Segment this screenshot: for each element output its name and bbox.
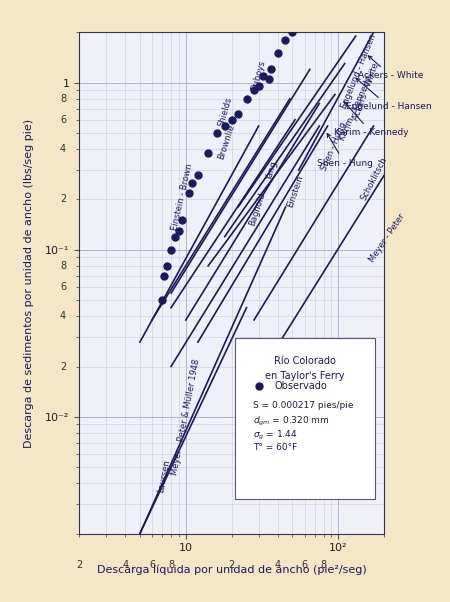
Text: 8: 8 <box>320 559 327 569</box>
Text: Ackers - White: Ackers - White <box>358 56 423 80</box>
Point <box>167 245 175 255</box>
Point <box>194 170 202 180</box>
Text: Bagnold: Bagnold <box>248 191 266 227</box>
Text: 4: 4 <box>122 559 128 569</box>
Text: 4: 4 <box>60 144 66 154</box>
Text: Engelund - Hansen: Engelund - Hansen <box>339 33 378 110</box>
Text: Yang: Yang <box>265 160 279 182</box>
Text: Schoklitsch: Schoklitsch <box>359 155 389 202</box>
Text: 4: 4 <box>60 311 66 321</box>
Point <box>234 109 242 119</box>
Text: Einstein - Brown: Einstein - Brown <box>171 163 195 232</box>
Text: Karim - Kennedy: Karim - Kennedy <box>338 75 374 143</box>
Text: 6: 6 <box>60 282 66 292</box>
Text: Meyer - Peter & Müller 1948: Meyer - Peter & Müller 1948 <box>171 358 202 476</box>
Text: 8: 8 <box>60 261 66 271</box>
Point <box>243 94 250 104</box>
Point <box>289 28 296 37</box>
Point <box>255 81 262 91</box>
Point <box>189 178 196 188</box>
Text: 4: 4 <box>274 559 281 569</box>
Text: 6: 6 <box>60 115 66 125</box>
Point <box>221 121 228 131</box>
Text: 8: 8 <box>60 94 66 104</box>
Point <box>163 261 171 271</box>
Text: Shen - Hung: Shen - Hung <box>320 120 348 172</box>
Point <box>175 226 182 235</box>
Text: S = 0.000217 pies/pie: S = 0.000217 pies/pie <box>253 401 354 410</box>
Text: Karim - Kennedy: Karim - Kennedy <box>334 102 409 137</box>
Point <box>282 35 289 45</box>
Text: Duboys: Duboys <box>250 58 267 92</box>
Text: T° = 60°F: T° = 60°F <box>253 443 297 452</box>
Point <box>265 74 272 84</box>
Text: Einstein: Einstein <box>285 174 305 208</box>
Text: Brownlie: Brownlie <box>217 123 237 160</box>
Text: 6: 6 <box>302 559 308 569</box>
Text: Shen - Hung: Shen - Hung <box>317 134 373 167</box>
Point <box>251 85 258 95</box>
Point <box>213 128 220 138</box>
Text: Engelund - Hansen: Engelund - Hansen <box>346 78 432 111</box>
Point <box>259 71 266 81</box>
Point <box>171 232 179 241</box>
Text: 2: 2 <box>60 194 66 205</box>
Point <box>228 115 235 125</box>
Point <box>179 216 186 225</box>
Text: 8: 8 <box>168 559 174 569</box>
Text: Observado: Observado <box>274 380 327 391</box>
X-axis label: Descarga líquida por unidad de ancho (pie²/seg): Descarga líquida por unidad de ancho (pi… <box>97 565 367 575</box>
Text: 2: 2 <box>229 559 235 569</box>
Point <box>274 48 281 58</box>
Point <box>267 64 274 74</box>
Text: Ackers - White: Ackers - White <box>351 61 381 121</box>
Text: $d_{gm}$ = 0.320 mm: $d_{gm}$ = 0.320 mm <box>253 415 330 428</box>
Text: 6: 6 <box>149 559 155 569</box>
Text: 2: 2 <box>60 362 66 371</box>
Text: $\sigma_g$ = 1.44: $\sigma_g$ = 1.44 <box>253 429 298 442</box>
FancyBboxPatch shape <box>235 338 375 498</box>
Point <box>158 295 166 305</box>
Point <box>204 148 212 158</box>
Text: 2: 2 <box>76 559 82 569</box>
Point <box>161 271 168 281</box>
Text: Laursen: Laursen <box>156 459 171 494</box>
Point <box>185 188 193 197</box>
Text: Shields: Shields <box>216 96 234 127</box>
Text: Meyer - Peter: Meyer - Peter <box>368 212 407 264</box>
Text: en Taylor's Ferry: en Taylor's Ferry <box>265 371 345 380</box>
Y-axis label: Descarga de sedimentos por unidad de ancho (lbs/seg pie): Descarga de sedimentos por unidad de anc… <box>24 119 34 447</box>
Text: Río Colorado: Río Colorado <box>274 356 336 365</box>
